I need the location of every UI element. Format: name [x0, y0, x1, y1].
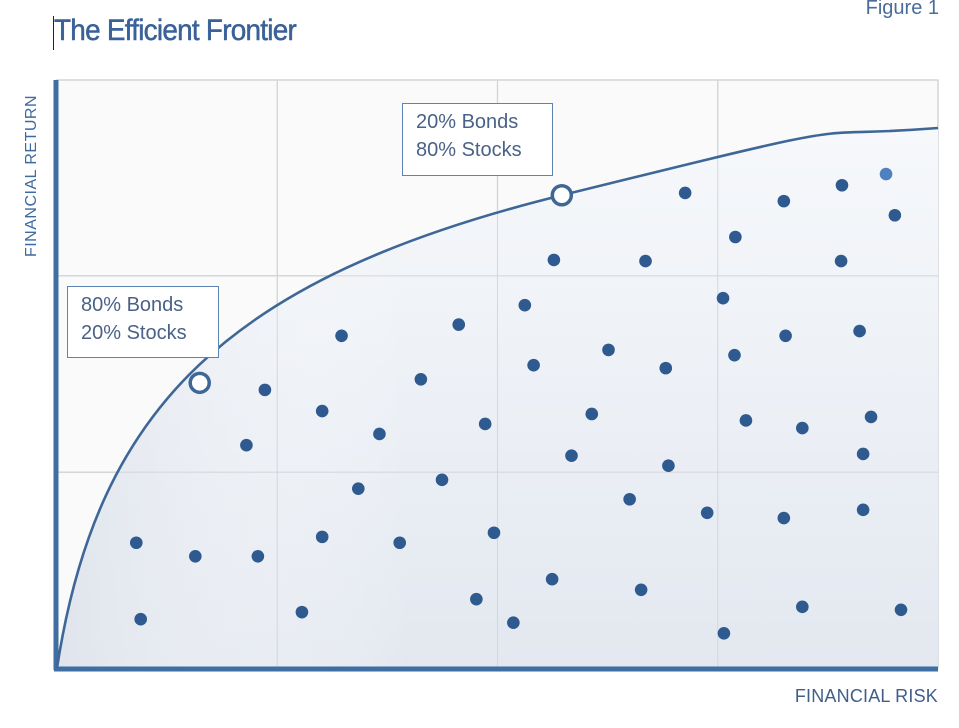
- portfolio-dot: [856, 503, 870, 517]
- portfolio-dot: [189, 549, 202, 563]
- portfolio-dot: [565, 449, 578, 463]
- portfolio-dot: [835, 178, 849, 192]
- frontier-area: [57, 80, 938, 668]
- portfolio-dot: [527, 358, 540, 372]
- portfolio-dot: [435, 473, 449, 487]
- portfolio-dot: [639, 254, 652, 268]
- portfolio-dot: [856, 447, 870, 461]
- text-cursor: [53, 16, 54, 50]
- portfolio-dot: [251, 549, 265, 563]
- portfolio-dot: [258, 383, 272, 397]
- axes: [53, 80, 938, 672]
- portfolio-dot: [373, 427, 386, 441]
- portfolio-dot: [602, 343, 615, 357]
- portfolio-dot: [716, 291, 730, 305]
- portfolio-dot: [662, 459, 675, 473]
- frontier-marker: [550, 183, 574, 207]
- portfolio-dot: [777, 194, 791, 208]
- portfolio-dot: [777, 511, 791, 525]
- portfolio-dot: [414, 372, 428, 386]
- portfolio-dot: [585, 407, 599, 421]
- annotation-line: 80% Stocks: [416, 139, 522, 161]
- portfolio-dot: [717, 627, 731, 640]
- frontier-marker: [188, 371, 211, 395]
- portfolio-dot: [728, 348, 741, 362]
- portfolio-points: [129, 167, 908, 640]
- portfolio-dot: [796, 421, 809, 435]
- portfolio-dot: [678, 186, 692, 200]
- x-axis-label: FINANCIAL RISK: [794, 686, 938, 706]
- frontier-markers: [188, 183, 574, 395]
- portfolio-dot: [779, 329, 792, 343]
- portfolio-dot: [545, 572, 559, 586]
- chart-title: The Efficient Frontier: [54, 14, 297, 48]
- portfolio-dot: [700, 506, 714, 520]
- portfolio-dot: [295, 605, 309, 619]
- portfolio-dot: [470, 592, 483, 606]
- annotation-80-bonds: 80% Bonds 20% Stocks: [67, 286, 219, 358]
- portfolio-dot: [315, 530, 329, 544]
- portfolio-dot: [478, 417, 492, 431]
- portfolio-dot: [134, 612, 147, 626]
- portfolio-dot: [352, 482, 365, 495]
- portfolio-dot: [864, 410, 878, 424]
- portfolio-dot: [547, 253, 561, 267]
- frontier-line: [55, 126, 939, 669]
- portfolio-dot: [393, 536, 407, 550]
- portfolio-dot: [240, 438, 253, 452]
- portfolio-dot: [335, 329, 348, 343]
- annotation-line: 20% Stocks: [81, 322, 187, 344]
- portfolio-dot: [894, 603, 908, 617]
- portfolio-dot: [739, 414, 753, 427]
- portfolio-dot: [729, 230, 742, 244]
- figure-label: Figure 1: [865, 0, 939, 19]
- annotation-20-bonds: 20% Bonds 80% Stocks: [402, 103, 553, 176]
- portfolio-dot: [518, 298, 532, 312]
- portfolio-dot: [834, 254, 848, 268]
- portfolio-dot: [315, 404, 329, 418]
- portfolio-dot: [659, 361, 673, 375]
- portfolio-dot: [623, 492, 636, 506]
- portfolio-dot: [487, 526, 501, 540]
- portfolio-dot: [796, 600, 809, 614]
- portfolio-dot: [634, 583, 648, 597]
- efficient-frontier-curve: [55, 126, 939, 669]
- portfolio-dot: [452, 318, 466, 331]
- annotation-line: 20% Bonds: [416, 111, 519, 133]
- annotation-line: 80% Bonds: [81, 294, 184, 316]
- portfolio-dot: [507, 616, 520, 630]
- portfolio-dot: [879, 167, 893, 181]
- portfolio-dot: [888, 208, 902, 222]
- portfolio-dot: [129, 536, 143, 550]
- portfolio-dot: [853, 324, 866, 338]
